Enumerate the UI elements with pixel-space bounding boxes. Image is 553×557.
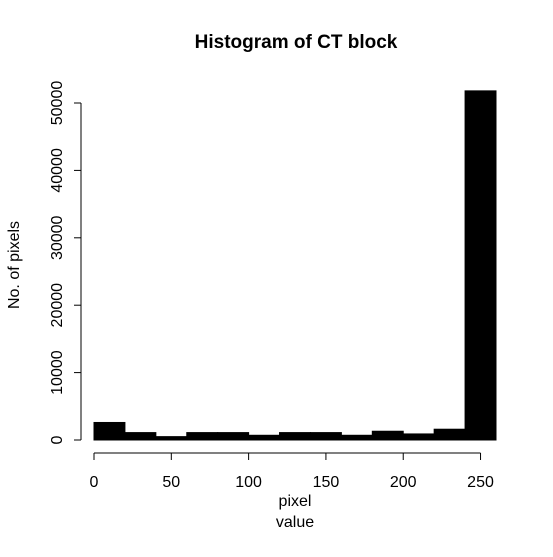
x-axis-label-line-1: pixel bbox=[279, 493, 312, 510]
x-tick-label: 0 bbox=[90, 474, 99, 491]
x-tick-label: 200 bbox=[390, 474, 417, 491]
x-axis-label-line-2: value bbox=[276, 514, 314, 531]
y-tick-label: 30000 bbox=[49, 215, 66, 260]
y-axis: 0 10000 20000 30000 40000 50000 bbox=[49, 81, 82, 444]
histogram-bar bbox=[402, 433, 435, 441]
histogram-bar bbox=[93, 421, 126, 441]
histogram-bar bbox=[309, 432, 342, 441]
histogram-bar bbox=[155, 436, 188, 441]
histogram-bar bbox=[186, 432, 219, 441]
histogram-bar bbox=[124, 432, 157, 441]
y-axis-label: No. of pixels bbox=[6, 221, 23, 309]
y-tick-label: 50000 bbox=[49, 81, 66, 126]
y-tick-label: 0 bbox=[49, 435, 66, 444]
x-tick-label: 150 bbox=[313, 474, 340, 491]
histogram-bar bbox=[340, 434, 373, 441]
histogram-bar bbox=[248, 434, 281, 441]
x-tick-label: 100 bbox=[235, 474, 262, 491]
y-tick-label: 20000 bbox=[49, 283, 66, 328]
y-tick-label: 40000 bbox=[49, 148, 66, 193]
x-tick-label: 250 bbox=[467, 474, 494, 491]
histogram-bar bbox=[279, 432, 311, 441]
chart-title: Histogram of CT block bbox=[195, 32, 398, 53]
histogram-bar bbox=[217, 432, 250, 441]
histogram-bar bbox=[433, 428, 466, 441]
x-axis: 0 50 100 150 200 250 bbox=[90, 452, 494, 491]
histogram-bar bbox=[464, 90, 497, 441]
x-tick-label: 50 bbox=[162, 474, 180, 491]
y-tick-label: 10000 bbox=[49, 350, 66, 395]
histogram-bar bbox=[371, 430, 404, 441]
bars-layer bbox=[93, 90, 497, 441]
